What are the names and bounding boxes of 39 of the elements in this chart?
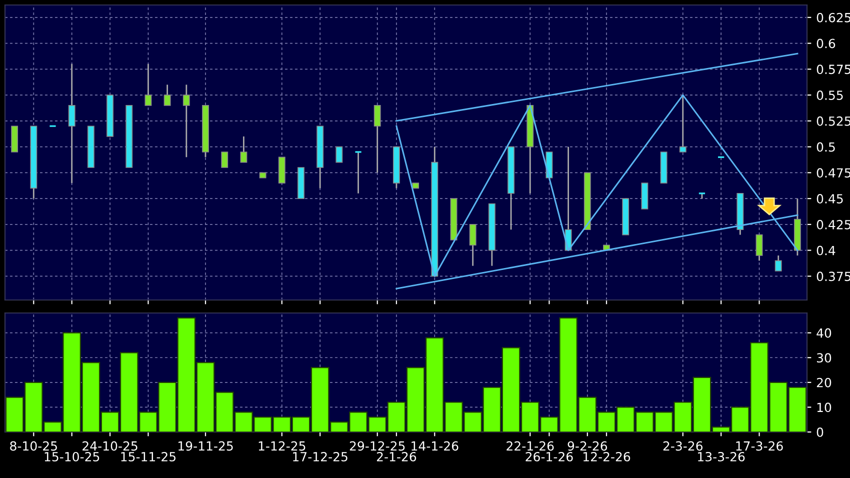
x-tick-label: 14-1-26: [412, 441, 458, 451]
y-tick-label: 0.6: [816, 38, 836, 48]
x-tick-label: 8-10-25: [10, 441, 57, 451]
x-tick-label: 15-11-25: [121, 452, 176, 462]
candlestick: [164, 84, 171, 106]
x-tick-label: 9-2-26: [568, 441, 608, 451]
x-tick-label: 26-1-26: [526, 452, 573, 462]
x-tick-label: 22-1-26: [506, 441, 554, 451]
x-tick-label: 19-11-25: [178, 441, 233, 451]
x-tick-label: 1-12-25: [258, 441, 306, 451]
candlestick: [374, 104, 381, 174]
x-tick-label: 15-10-25: [44, 452, 100, 462]
x-tick-label: 17-3-26: [736, 441, 783, 451]
candlestick: [469, 224, 476, 267]
x-tick-label: 2-3-26: [663, 441, 703, 451]
y-tick-label: 0: [816, 427, 824, 437]
y-tick-label: 10: [817, 402, 832, 412]
x-tick-label: 29-12-25: [350, 441, 405, 451]
y-tick-label: 0.45: [816, 194, 843, 204]
x-tick-label: 24-10-25: [82, 441, 138, 451]
candlestick: [679, 94, 686, 153]
candlestick: [336, 146, 343, 163]
candlestick: [144, 63, 152, 106]
candlestick: [221, 152, 228, 168]
y-tick-label: 0.55: [816, 90, 843, 100]
candlestick: [182, 84, 190, 158]
y-tick-label: 40: [816, 328, 832, 338]
x-tick-label: 12-2-26: [583, 452, 630, 462]
y-tick-label: 0.4: [816, 246, 836, 256]
x-tick-label: 2-1-26: [376, 452, 416, 462]
y-tick-label: 30: [816, 353, 832, 363]
x-tick-label: 17-12-25: [293, 452, 348, 462]
candlestick: [354, 151, 362, 194]
x-tick-label: 13-3-26: [698, 452, 745, 462]
candlestick: [774, 254, 782, 272]
y-tick-label: 20: [816, 378, 832, 388]
candlestick: [756, 234, 763, 262]
y-tick-label: 0.5: [816, 142, 835, 152]
candlestick: [240, 136, 248, 164]
